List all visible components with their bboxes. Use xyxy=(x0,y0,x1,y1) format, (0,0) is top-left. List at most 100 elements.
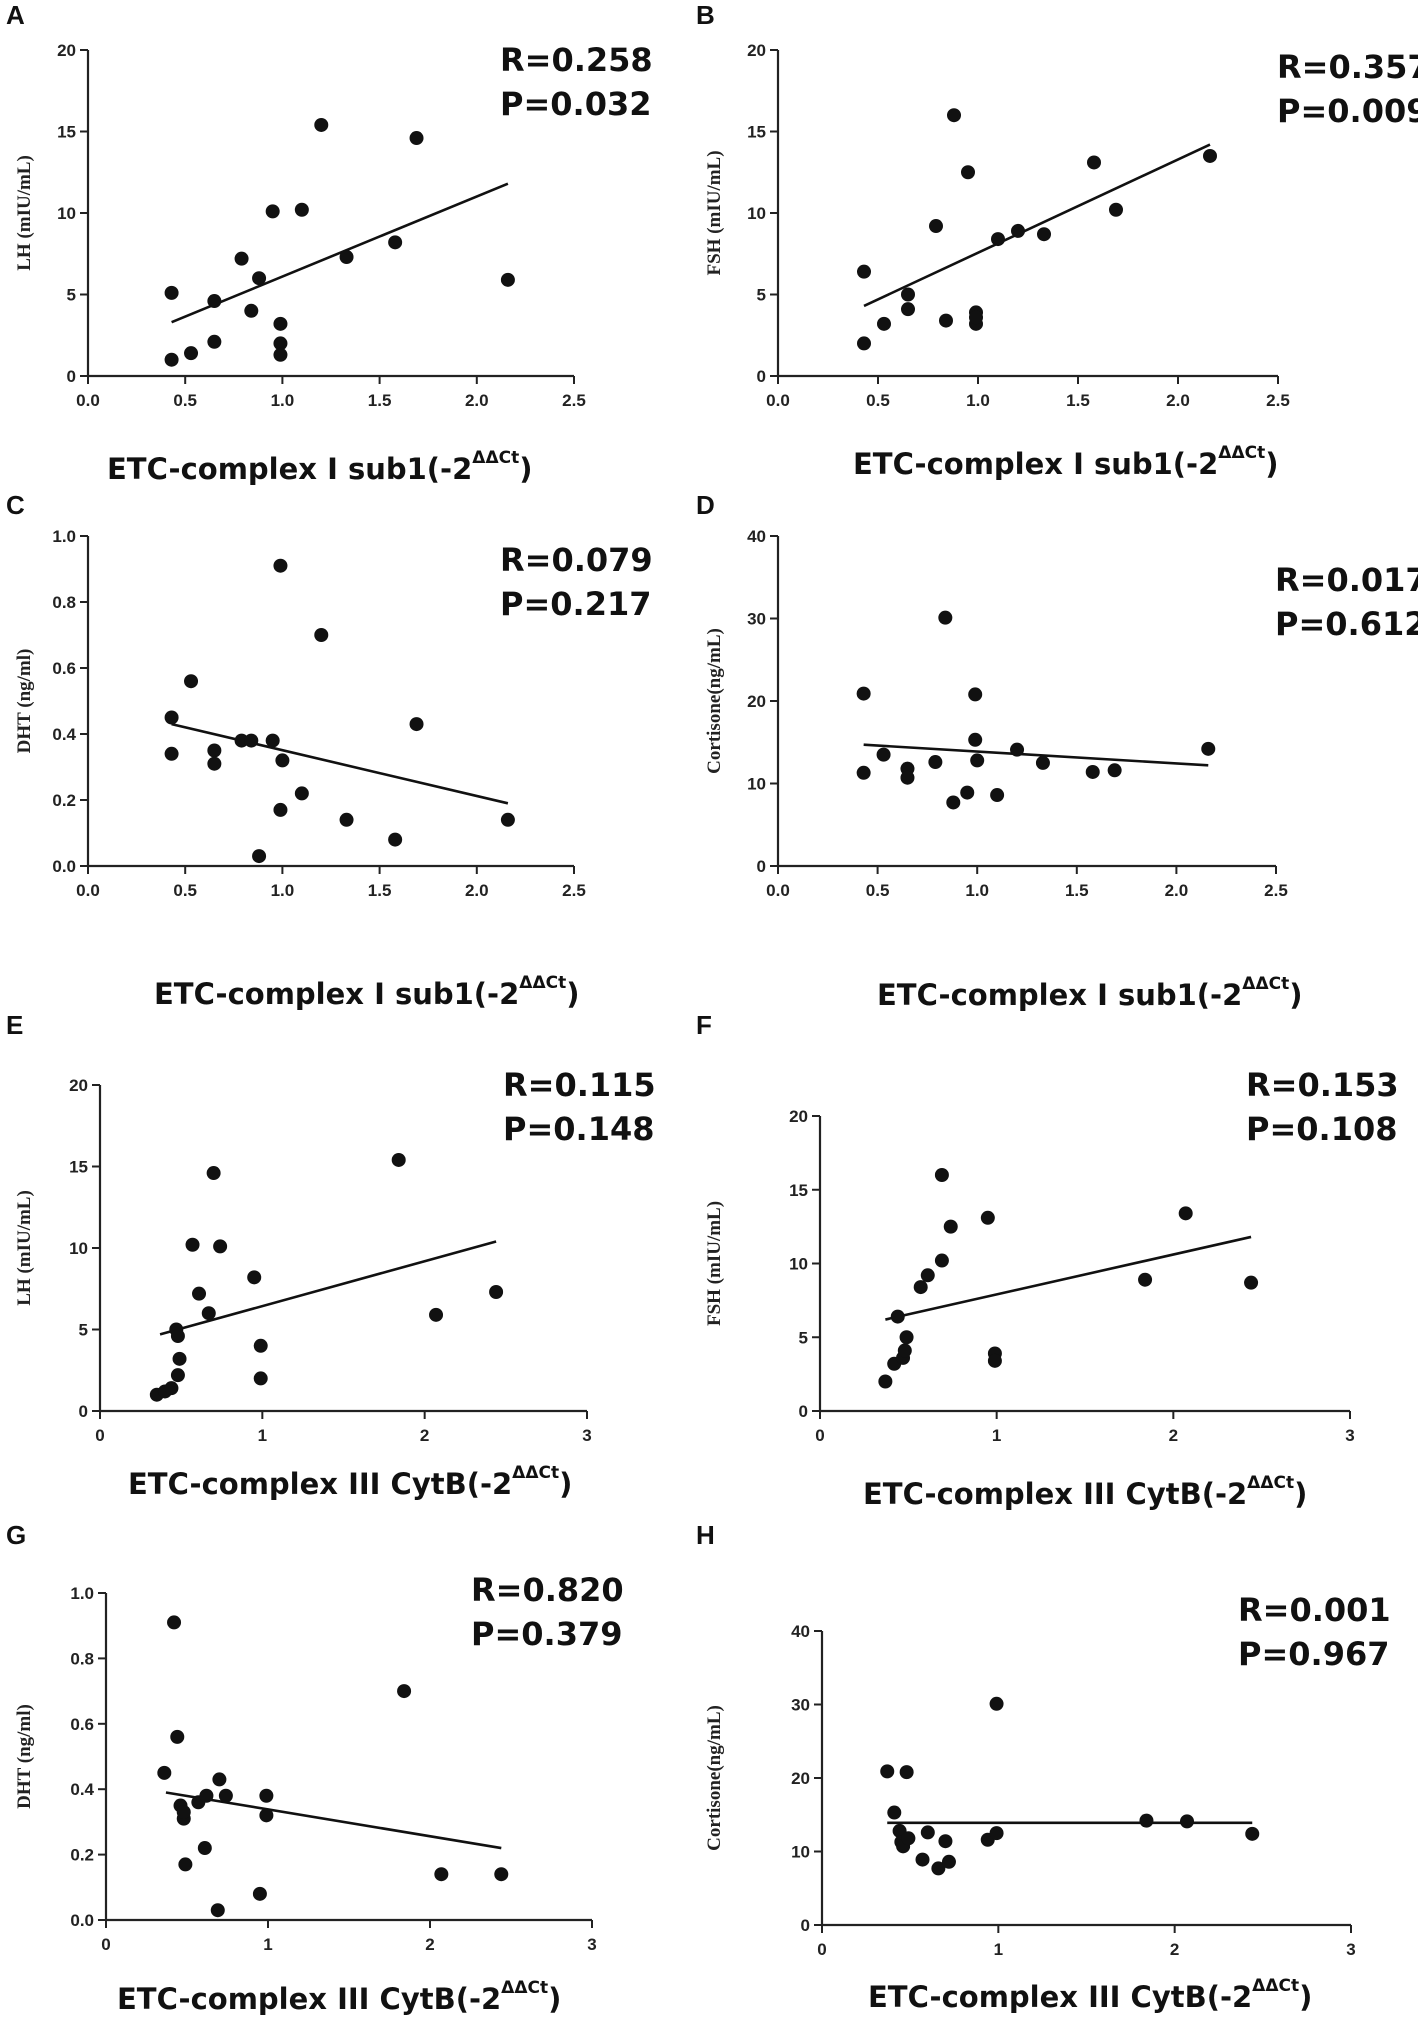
x-axis-title: ETC-complex I sub1(-2ΔΔCt) xyxy=(107,448,532,486)
x-tick-label: 1 xyxy=(994,1940,1003,1959)
x-axis-title-text: ETC-complex III CytB(-2 xyxy=(117,1982,502,2016)
panel-letter: H xyxy=(696,1520,715,1550)
regression-line xyxy=(171,722,509,805)
x-axis-title-close: ) xyxy=(1299,1980,1313,2014)
data-point xyxy=(409,131,424,146)
y-tick-label: 1.0 xyxy=(70,1584,94,1603)
y-tick-label: 0.6 xyxy=(70,1715,94,1734)
x-tick-label: 1.5 xyxy=(1065,881,1089,900)
data-point xyxy=(164,1381,179,1396)
data-point xyxy=(164,710,179,725)
data-point xyxy=(969,310,983,325)
data-point xyxy=(929,219,943,234)
r-value: R=0.017 xyxy=(1275,561,1418,599)
data-point xyxy=(980,1210,995,1225)
data-point xyxy=(212,1772,227,1787)
panel-f: F 0 5 10 15 20 0 1 2 3 FSH (mIU/mL) R=0.153 P=0.1… xyxy=(690,1010,1399,1518)
y-tick-label: 20 xyxy=(791,1769,810,1788)
stats-box: R=0.357 P=0.009 xyxy=(1277,45,1418,133)
y-axis-title: LH (mIU/mL) xyxy=(14,155,35,271)
stats-box: R=0.001 P=0.967 xyxy=(1238,1588,1391,1676)
scatter-plot: 0 5 10 15 20 0.0 0.5 1.0 1.5 2.0 2.5 LH (mIU/mL) xyxy=(14,41,586,410)
data-point xyxy=(234,251,249,266)
scatter-plot: 0 5 10 15 20 0.0 0.5 1.0 1.5 2.0 2.5 FSH (mIU/mL) xyxy=(704,41,1290,410)
y-tick-label: 20 xyxy=(747,41,766,60)
data-point xyxy=(192,1286,207,1301)
x-tick-label: 1.5 xyxy=(1066,391,1090,410)
data-point xyxy=(244,733,259,748)
data-point xyxy=(275,753,290,768)
panel-letter: B xyxy=(696,0,715,30)
x-tick-label: 1.0 xyxy=(271,881,295,900)
x-tick-label: 2.0 xyxy=(1166,391,1190,410)
data-point xyxy=(1109,202,1123,217)
y-tick-label: 10 xyxy=(69,1239,88,1258)
data-point xyxy=(388,832,403,847)
y-tick-label: 0 xyxy=(79,1402,88,1421)
x-tick-label: 1 xyxy=(992,1426,1001,1445)
y-tick-label: 10 xyxy=(789,1255,808,1274)
x-tick-label: 0 xyxy=(95,1426,104,1445)
x-axis-title-text: ETC-complex III CytB(-2 xyxy=(863,1477,1248,1511)
x-tick-label: 2.5 xyxy=(562,391,586,410)
x-tick-label: 3 xyxy=(587,1935,596,1954)
data-point xyxy=(877,316,891,331)
data-point xyxy=(184,346,199,361)
y-tick-label: 10 xyxy=(747,204,766,223)
data-point xyxy=(941,1854,956,1869)
data-point xyxy=(928,755,943,770)
data-point xyxy=(1138,1272,1153,1287)
data-point xyxy=(989,1696,1004,1711)
panel-g: G 0.0 0.2 0.4 0.6 0.8 1.0 0 1 2 3 DHT (ng/ml) R=0.… xyxy=(0,1520,709,2028)
panel-letter: A xyxy=(6,0,25,30)
x-tick-label: 1 xyxy=(258,1426,267,1445)
data-point xyxy=(434,1867,449,1882)
x-axis-title: ETC-complex I sub1(-2ΔΔCt) xyxy=(154,973,579,1011)
data-point xyxy=(210,1903,225,1918)
stats-box: R=0.079 P=0.217 xyxy=(500,538,653,626)
data-point xyxy=(273,558,288,573)
data-point xyxy=(1085,764,1100,779)
r-value: R=0.079 xyxy=(500,541,653,579)
x-axis-title-close: ) xyxy=(1289,978,1303,1012)
data-point xyxy=(961,165,975,180)
y-tick-label: 0.4 xyxy=(70,1780,94,1799)
y-tick-label: 10 xyxy=(57,204,76,223)
y-tick-label: 0.0 xyxy=(70,1911,94,1930)
data-point xyxy=(207,294,222,309)
p-value: P=0.612 xyxy=(1275,605,1418,643)
y-tick-label: 5 xyxy=(67,286,76,305)
r-value: R=0.357 xyxy=(1277,48,1418,86)
y-tick-label: 15 xyxy=(789,1181,808,1200)
x-tick-label: 3 xyxy=(1346,1940,1355,1959)
data-point xyxy=(164,285,179,300)
y-tick-label: 20 xyxy=(57,41,76,60)
data-point xyxy=(494,1867,509,1882)
x-axis-title-text: ETC-complex III CytB(-2 xyxy=(868,1980,1253,2014)
data-point xyxy=(901,1831,916,1846)
data-point xyxy=(857,336,871,351)
data-point xyxy=(856,686,871,701)
y-tick-label: 15 xyxy=(747,123,766,142)
data-point xyxy=(1107,763,1122,778)
x-tick-label: 0.0 xyxy=(76,881,100,900)
p-value: P=0.217 xyxy=(500,585,652,623)
data-point xyxy=(968,732,983,747)
data-point xyxy=(890,1309,905,1324)
data-point xyxy=(934,1168,949,1182)
panel-h: H 0 10 20 30 40 0 1 2 3 Cortisone(ng/mL) R=0.001 … xyxy=(690,1520,1399,2028)
y-tick-label: 30 xyxy=(747,610,766,629)
regression-line xyxy=(863,143,1211,308)
panel-letter: F xyxy=(696,1010,712,1040)
x-axis-title-superscript: ΔΔCt xyxy=(1252,1976,1300,1996)
data-point xyxy=(178,1857,193,1872)
x-tick-label: 2 xyxy=(425,1935,434,1954)
x-tick-label: 1.0 xyxy=(965,881,989,900)
y-tick-label: 0.4 xyxy=(52,725,76,744)
y-axis-title: FSH (mIU/mL) xyxy=(704,150,725,275)
x-axis-title-text: ETC-complex I sub1(-2 xyxy=(154,977,520,1011)
x-axis-title-close: ) xyxy=(548,1982,562,2016)
data-point xyxy=(339,250,354,265)
y-tick-label: 0 xyxy=(757,857,766,876)
x-axis-title-superscript: ΔΔCt xyxy=(472,448,520,468)
